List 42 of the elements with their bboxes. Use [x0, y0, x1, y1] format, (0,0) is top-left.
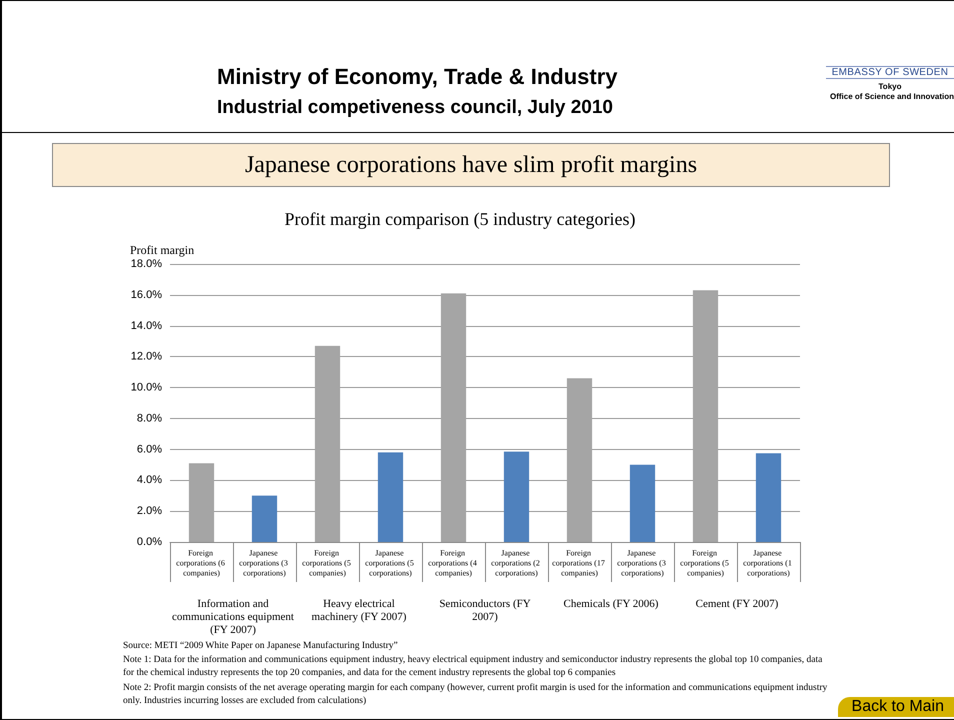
chart-title: Profit margin comparison (5 industry categories) [284, 209, 636, 229]
bar [252, 496, 278, 542]
source-note: Source: METI “2009 White Paper on Japanese Manufacturing Industry” [123, 640, 399, 653]
y-tick-label: 16.0% [130, 288, 162, 301]
text: Industrial competiveness council, July 2010 [217, 97, 613, 119]
y-tick-label: 6.0% [136, 443, 162, 456]
text: Note 2: Profit margin consists of the net average operating margin for each company (however, current profit margin is used for the information and communications equipment industry only. Industries incurring losses are excluded from calculations) [123, 682, 828, 708]
x-tick-label: Foreign corporations (5 companies) [302, 548, 353, 578]
text: Tokyo [878, 82, 902, 91]
text: Chemicals (FY 2006) [562, 598, 660, 611]
y-tick-label: 10.0% [130, 382, 162, 394]
text: EMBASSY OF SWEDEN [826, 66, 954, 79]
x-tick-label: Japanese corporations (1 corporations) [743, 548, 794, 578]
x-tick-label: Foreign corporations (6 companies) [176, 548, 227, 578]
y-tick-label: 18.0% [130, 258, 162, 270]
y-tick-label: 4.0% [136, 474, 162, 486]
chart-subtitle: Japanese corporations have slim profit margins [52, 143, 890, 187]
text: Semiconductors (FY 2007) [438, 598, 532, 624]
x-tick-label: Japanese corporations (2 corporations) [491, 548, 542, 578]
bar [504, 452, 530, 542]
text: Back to Main [838, 697, 954, 717]
text: Information and communications equipment (FY 2007) [171, 598, 295, 637]
y-tick-label: 12.0% [130, 350, 162, 363]
text: Office of Science and Innovation [828, 92, 954, 101]
y-axis-title: Profit margin [130, 243, 194, 257]
x-tick-label: Foreign corporations (17 companies) [552, 548, 607, 578]
y-tick-label: 2.0% [136, 505, 162, 518]
x-tick-label: Japanese corporations (3 corporations) [617, 548, 668, 578]
x-tick-label: Foreign corporations (4 companies) [428, 548, 479, 578]
bar [756, 453, 782, 542]
bar [630, 464, 656, 542]
y-tick-label: 8.0% [136, 412, 162, 424]
x-tick-label: Foreign corporations (5 companies) [680, 548, 731, 578]
bar [378, 452, 404, 542]
y-tick-label: 0.0% [136, 536, 162, 548]
text: Heavy electrical machinery (FY 2007) [310, 598, 408, 624]
y-tick-label: 14.0% [130, 320, 162, 332]
text: Ministry of Economy, Trade & Industry [217, 64, 618, 90]
text: Cement (FY 2007) [694, 598, 780, 611]
x-tick-label: Japanese corporations (3 corporations) [239, 548, 290, 578]
text: Note 1: Data for the information and communications equipment industry, heavy electrical equipment industry and semiconductor industry represents the global top 10 companies, data for the chemical industry represents the top 20 companies, and data for the cement industry represents the global top 6 companies [123, 654, 824, 680]
x-tick-label: Japanese corporations (5 corporations) [365, 548, 416, 578]
